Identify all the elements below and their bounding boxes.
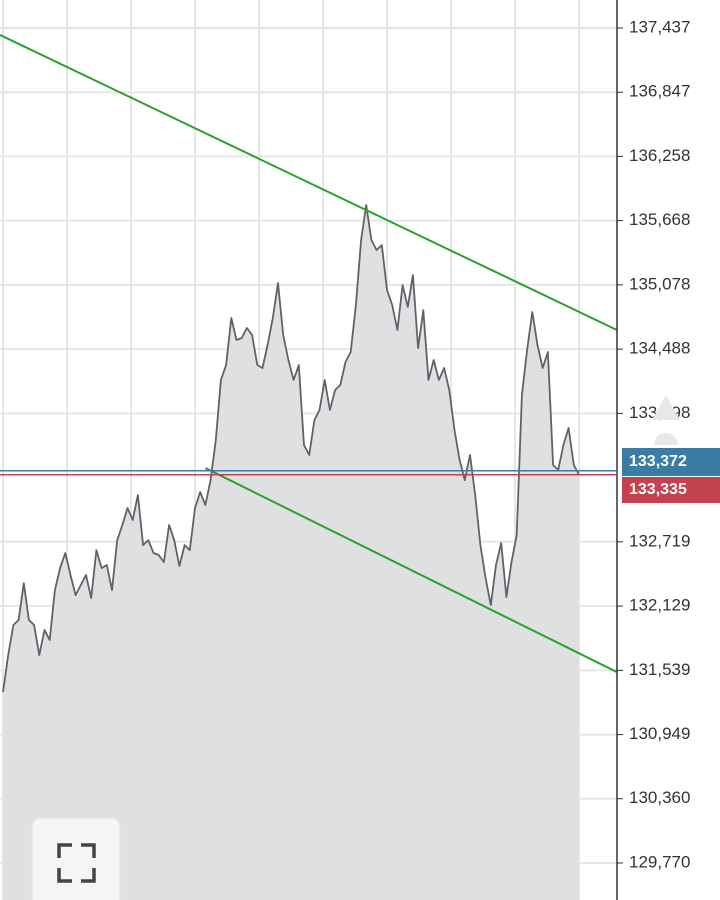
area <box>3 205 579 900</box>
y-tick-label: 136,258 <box>629 146 690 165</box>
price-badge-label: 133,372 <box>629 453 687 470</box>
trend-line <box>204 467 618 673</box>
y-tick-label: 137,437 <box>629 17 690 36</box>
y-tick-label: 130,360 <box>629 788 690 807</box>
y-tick-label: 130,949 <box>629 724 690 743</box>
price-badge <box>622 477 720 503</box>
y-tick-label: 135,078 <box>629 274 690 293</box>
y-tick-label: 131,539 <box>629 660 690 679</box>
fullscreen-button[interactable] <box>31 817 121 900</box>
price-line <box>2 204 580 693</box>
trend-line <box>0 34 618 331</box>
y-tick-label: 129,770 <box>629 852 690 871</box>
y-tick-label: 132,129 <box>629 596 690 615</box>
price-badge-label: 133,335 <box>629 481 687 498</box>
y-tick-label: 134,488 <box>629 339 690 358</box>
y-tick-label: 135,668 <box>629 210 690 229</box>
fullscreen-icon <box>57 843 96 883</box>
arrow-icon <box>652 395 680 445</box>
y-tick-label: 132,719 <box>629 531 690 550</box>
y-tick-label: 136,847 <box>629 82 690 101</box>
price-badge <box>622 448 720 476</box>
